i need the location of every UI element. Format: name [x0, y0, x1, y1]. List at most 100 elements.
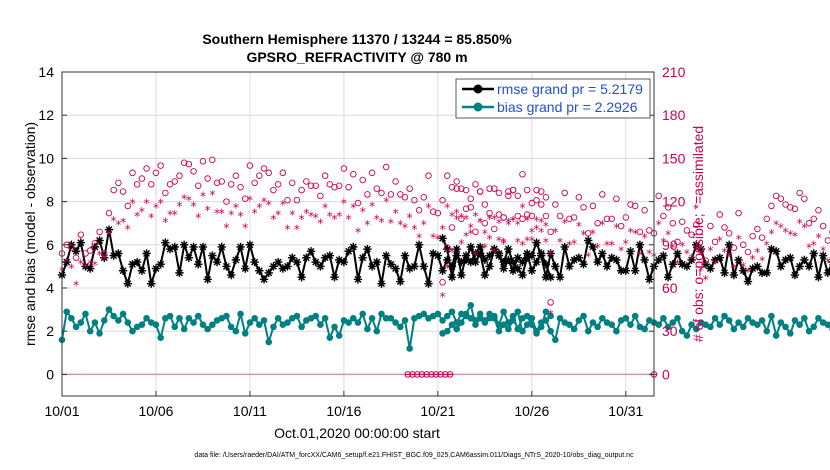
- rmse-marker-dot: [534, 240, 539, 245]
- rmse-marker: [114, 249, 123, 258]
- assimilated-obs-marker: *: [623, 237, 629, 251]
- assimilated-obs-marker: *: [750, 253, 756, 267]
- possible-obs-marker: [401, 194, 409, 201]
- bias-marker: [443, 312, 451, 320]
- assimilated-obs-marker: *: [383, 195, 389, 209]
- assimilated-obs-marker: *: [468, 221, 474, 235]
- bias-marker: [129, 327, 136, 335]
- possible-obs-marker: [566, 215, 573, 223]
- bias-marker: [552, 336, 559, 344]
- bias-marker: [608, 321, 616, 329]
- rmse-marker: [795, 262, 804, 271]
- rmse-marker: [212, 257, 222, 267]
- possible-obs-marker: [655, 192, 662, 200]
- rmse-marker: [565, 262, 574, 271]
- assimilated-obs-marker: *: [599, 218, 605, 232]
- rmse-marker-dot: [290, 255, 295, 260]
- rmse-marker: [457, 270, 466, 280]
- right-tick-label: 120: [662, 194, 686, 210]
- bias-marker: [406, 345, 413, 352]
- bias-marker: [364, 325, 371, 333]
- rmse-marker-dot: [280, 266, 286, 271]
- bias-marker: [368, 314, 376, 322]
- bias-marker: [542, 317, 550, 324]
- rmse-marker-dot: [806, 264, 812, 269]
- rmse-marker-dot: [454, 253, 459, 258]
- possible-obs-marker: [824, 237, 830, 244]
- bias-marker: [669, 319, 677, 326]
- possible-obs-marker: [542, 194, 550, 201]
- bias-marker: [754, 321, 761, 329]
- rmse-marker-dot: [459, 259, 464, 265]
- rmse-marker: [452, 251, 461, 260]
- rmse-marker-dot: [543, 275, 549, 280]
- bias-marker: [730, 325, 738, 333]
- rmse-marker: [475, 249, 485, 258]
- rmse-marker: [532, 257, 541, 267]
- rmse-marker-dot: [642, 257, 647, 263]
- assimilated-obs-marker: *: [595, 241, 601, 255]
- assimilated-obs-marker: *: [336, 210, 342, 224]
- assimilated-obs-marker: *: [726, 250, 732, 264]
- possible-obs-marker: [378, 189, 385, 197]
- possible-obs-marker: [533, 186, 540, 194]
- rmse-marker-dot: [177, 270, 182, 276]
- rmse-marker-dot: [87, 266, 93, 271]
- assimilated-obs-marker: *: [609, 238, 615, 252]
- rmse-marker-dot: [684, 264, 690, 269]
- rmse-marker: [170, 242, 179, 252]
- bias-marker: [77, 319, 85, 326]
- rmse-marker: [236, 242, 245, 252]
- assimilated-obs-marker: *: [64, 256, 70, 270]
- possible-obs-marker: [500, 214, 507, 221]
- rmse-marker-dot: [426, 281, 431, 286]
- rmse-marker-dot: [562, 244, 567, 250]
- legend-bias-marker: [473, 102, 483, 112]
- rmse-marker: [198, 242, 208, 252]
- assimilated-obs-marker: *: [759, 254, 765, 268]
- possible-obs-marker: [505, 192, 512, 200]
- rmse-marker: [273, 257, 283, 267]
- assimilated-obs-marker: *: [78, 257, 84, 271]
- rmse-marker: [381, 251, 391, 260]
- right-tick-label: 30: [662, 323, 678, 339]
- rmse-marker-dot: [656, 257, 661, 263]
- possible-obs-marker: [321, 172, 329, 179]
- rmse-marker-dot: [341, 259, 347, 265]
- possible-obs-marker: [72, 254, 80, 262]
- bias-marker: [86, 327, 94, 335]
- bias-marker: [171, 323, 179, 331]
- rmse-marker-dot: [430, 251, 436, 256]
- bias-marker: [782, 323, 789, 331]
- rmse-marker: [161, 238, 170, 247]
- possible-obs-marker: [105, 209, 113, 217]
- rmse-marker: [391, 264, 400, 273]
- assimilated-obs-marker: *: [618, 244, 624, 258]
- rmse-marker: [569, 255, 579, 265]
- assimilated-obs-marker: *: [825, 256, 830, 270]
- rmse-marker-dot: [745, 279, 751, 284]
- assimilated-obs-marker: *: [783, 225, 789, 239]
- assimilated-obs-marker: *: [491, 212, 497, 226]
- rmse-marker-dot: [520, 259, 525, 265]
- assimilated-obs-marker: *: [684, 247, 690, 261]
- rmse-marker-dot: [618, 268, 624, 273]
- possible-obs-marker: [796, 189, 803, 197]
- possible-obs-marker: [270, 186, 277, 194]
- bias-marker: [138, 321, 146, 329]
- assimilated-obs-marker: *: [515, 235, 521, 249]
- bias-marker: [584, 327, 592, 335]
- rmse-marker-dot: [501, 266, 506, 271]
- assimilated-obs-marker: *: [294, 222, 300, 236]
- bias-marker: [100, 317, 108, 324]
- assimilated-obs-marker: *: [740, 260, 746, 274]
- rmse-marker-dot: [181, 242, 187, 247]
- bias-marker: [237, 310, 244, 318]
- bias-marker: [786, 330, 794, 337]
- x-axis-label: Oct.01,2020 00:00:00 start: [274, 425, 440, 441]
- possible-obs-marker: [552, 201, 559, 208]
- bias-marker: [241, 330, 249, 337]
- bias-marker: [641, 325, 648, 333]
- assimilated-obs-marker: *: [548, 307, 554, 321]
- rmse-marker: [527, 266, 537, 275]
